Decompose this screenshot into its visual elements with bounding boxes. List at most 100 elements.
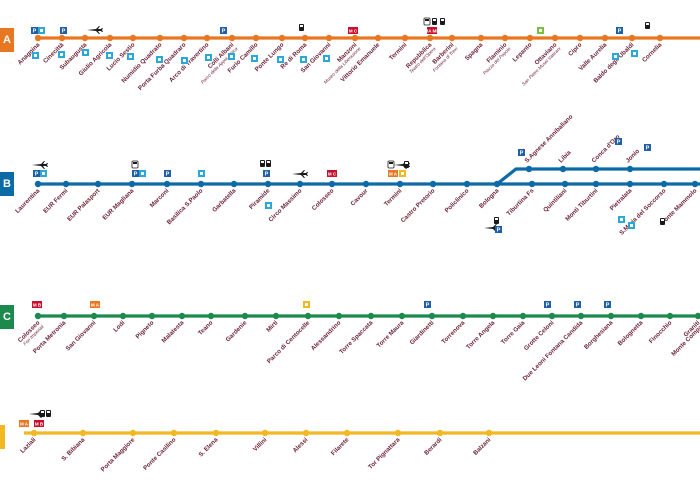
station-dot[interactable] <box>367 312 375 320</box>
station-torre-angela[interactable]: Torre Angela <box>465 312 497 351</box>
station-dot[interactable] <box>626 165 634 173</box>
station-dot[interactable] <box>106 34 114 42</box>
station-quintiliani[interactable]: Quintiliani <box>542 180 569 214</box>
station-eur-fermi[interactable]: EUR Fermi <box>42 180 70 215</box>
station-dot[interactable] <box>626 180 634 188</box>
station-dot[interactable] <box>302 429 310 437</box>
station-giardinetti[interactable]: Giardinetti <box>409 312 436 347</box>
station-dot[interactable] <box>398 312 406 320</box>
station-dot[interactable] <box>485 429 493 437</box>
station-garbatella[interactable]: Garbatella <box>211 180 238 214</box>
station-dot[interactable] <box>230 180 238 188</box>
station-dot[interactable] <box>551 34 559 42</box>
station-dot[interactable] <box>436 429 444 437</box>
station-dot[interactable] <box>448 34 456 42</box>
station-dot[interactable] <box>328 180 336 188</box>
station-torrenova[interactable]: Torrenova <box>440 312 467 346</box>
station-dot[interactable] <box>429 180 437 188</box>
station-torre-spaccata[interactable]: Torre Spaccata <box>338 312 375 356</box>
station-dot[interactable] <box>592 180 600 188</box>
station-dot[interactable] <box>694 312 700 320</box>
station-laurentina[interactable]: Laurentina <box>14 180 42 215</box>
station-dot[interactable] <box>691 180 699 188</box>
station-bolognetta[interactable]: Bolognetta <box>617 312 645 347</box>
station-dot[interactable] <box>528 180 536 188</box>
station-dot[interactable] <box>90 312 98 320</box>
station-dot[interactable] <box>351 34 359 42</box>
station-s-bibiana[interactable]: S. Bibiana <box>60 429 87 463</box>
station-dot[interactable] <box>519 312 527 320</box>
station-eur-magliana[interactable]: EUR Magliana <box>101 180 136 222</box>
station-dot[interactable] <box>62 180 70 188</box>
station-policlinico[interactable]: Policlinico <box>444 180 471 215</box>
station-dot[interactable] <box>428 312 436 320</box>
station-dot[interactable] <box>656 34 664 42</box>
station-finocchio[interactable]: Finocchio <box>648 312 674 345</box>
station-dot[interactable] <box>561 180 569 188</box>
station-dot[interactable] <box>301 34 309 42</box>
station-dot[interactable] <box>463 180 471 188</box>
station-tiburtina-fs[interactable]: Tiburtina Fs <box>506 180 536 218</box>
station-dot[interactable] <box>459 312 467 320</box>
station-dot[interactable] <box>401 34 409 42</box>
station-dot[interactable] <box>58 34 66 42</box>
station-tor-pignattara[interactable]: Tor Pignattara <box>367 429 402 471</box>
station-dot[interactable] <box>666 312 674 320</box>
station-dot[interactable] <box>577 312 585 320</box>
station-ponte-casilino[interactable]: Ponte Casilino <box>142 429 178 472</box>
station-castro-pretorio[interactable]: Castro Pretorio <box>400 180 437 224</box>
station-dot[interactable] <box>129 429 137 437</box>
station-dot[interactable] <box>178 312 186 320</box>
station-dot[interactable] <box>477 34 485 42</box>
station-dot[interactable] <box>601 34 609 42</box>
station-dot[interactable] <box>60 312 68 320</box>
station-dot[interactable] <box>34 312 42 320</box>
station-dot[interactable] <box>362 180 370 188</box>
station-dot[interactable] <box>296 180 304 188</box>
station-dot[interactable] <box>525 165 533 173</box>
station-dot[interactable] <box>272 312 280 320</box>
station-grotte-celoni[interactable]: Grotte Celoni <box>523 312 556 352</box>
station-dot[interactable] <box>325 34 333 42</box>
station-dot[interactable] <box>261 429 269 437</box>
station-dot[interactable] <box>343 429 351 437</box>
station-alessandrino[interactable]: Alessandrino <box>310 312 343 352</box>
station-dot[interactable] <box>278 34 286 42</box>
station-dot[interactable] <box>94 180 102 188</box>
station-dot[interactable] <box>637 312 645 320</box>
station-dot[interactable] <box>156 34 164 42</box>
station-dot[interactable] <box>607 312 615 320</box>
station-dot[interactable] <box>30 429 38 437</box>
station-dot[interactable] <box>576 34 584 42</box>
station-dot[interactable] <box>228 34 236 42</box>
station-dot[interactable] <box>212 429 220 437</box>
station-dot[interactable] <box>394 429 402 437</box>
station-dot[interactable] <box>660 180 668 188</box>
station-torre-gaia[interactable]: Torre Gaia <box>500 312 527 346</box>
station-dot[interactable] <box>79 429 87 437</box>
station-dot[interactable] <box>501 34 509 42</box>
station-dot[interactable] <box>129 34 137 42</box>
station-porta-maggiore[interactable]: Porta Maggiore <box>100 429 137 473</box>
station-dot[interactable] <box>119 312 127 320</box>
station-dot[interactable] <box>180 34 188 42</box>
station-san-giovanni[interactable]: San Giovanni <box>65 312 98 353</box>
station-dot[interactable] <box>396 180 404 188</box>
station-ponte-mammolo[interactable]: Ponte Mammolo <box>660 180 699 226</box>
station-dot[interactable] <box>163 180 171 188</box>
station-circo-massimo[interactable]: Circo Massimo <box>267 180 304 224</box>
station-anagnina[interactable]: Anagnina <box>17 34 42 67</box>
station-dot[interactable] <box>335 312 343 320</box>
station-dot[interactable] <box>148 312 156 320</box>
station-dot[interactable] <box>592 165 600 173</box>
station-s-agnese-annibaliano[interactable]: S.Agnese Annibaliano <box>523 113 575 173</box>
station-dot[interactable] <box>628 34 636 42</box>
station-dot[interactable] <box>252 34 260 42</box>
station-torre-maura[interactable]: Torre Maura <box>375 312 406 350</box>
station-dot[interactable] <box>374 34 382 42</box>
station-dot[interactable] <box>489 312 497 320</box>
station-dot[interactable] <box>203 34 211 42</box>
station-eur-palasport[interactable]: EUR Palasport <box>66 180 102 223</box>
